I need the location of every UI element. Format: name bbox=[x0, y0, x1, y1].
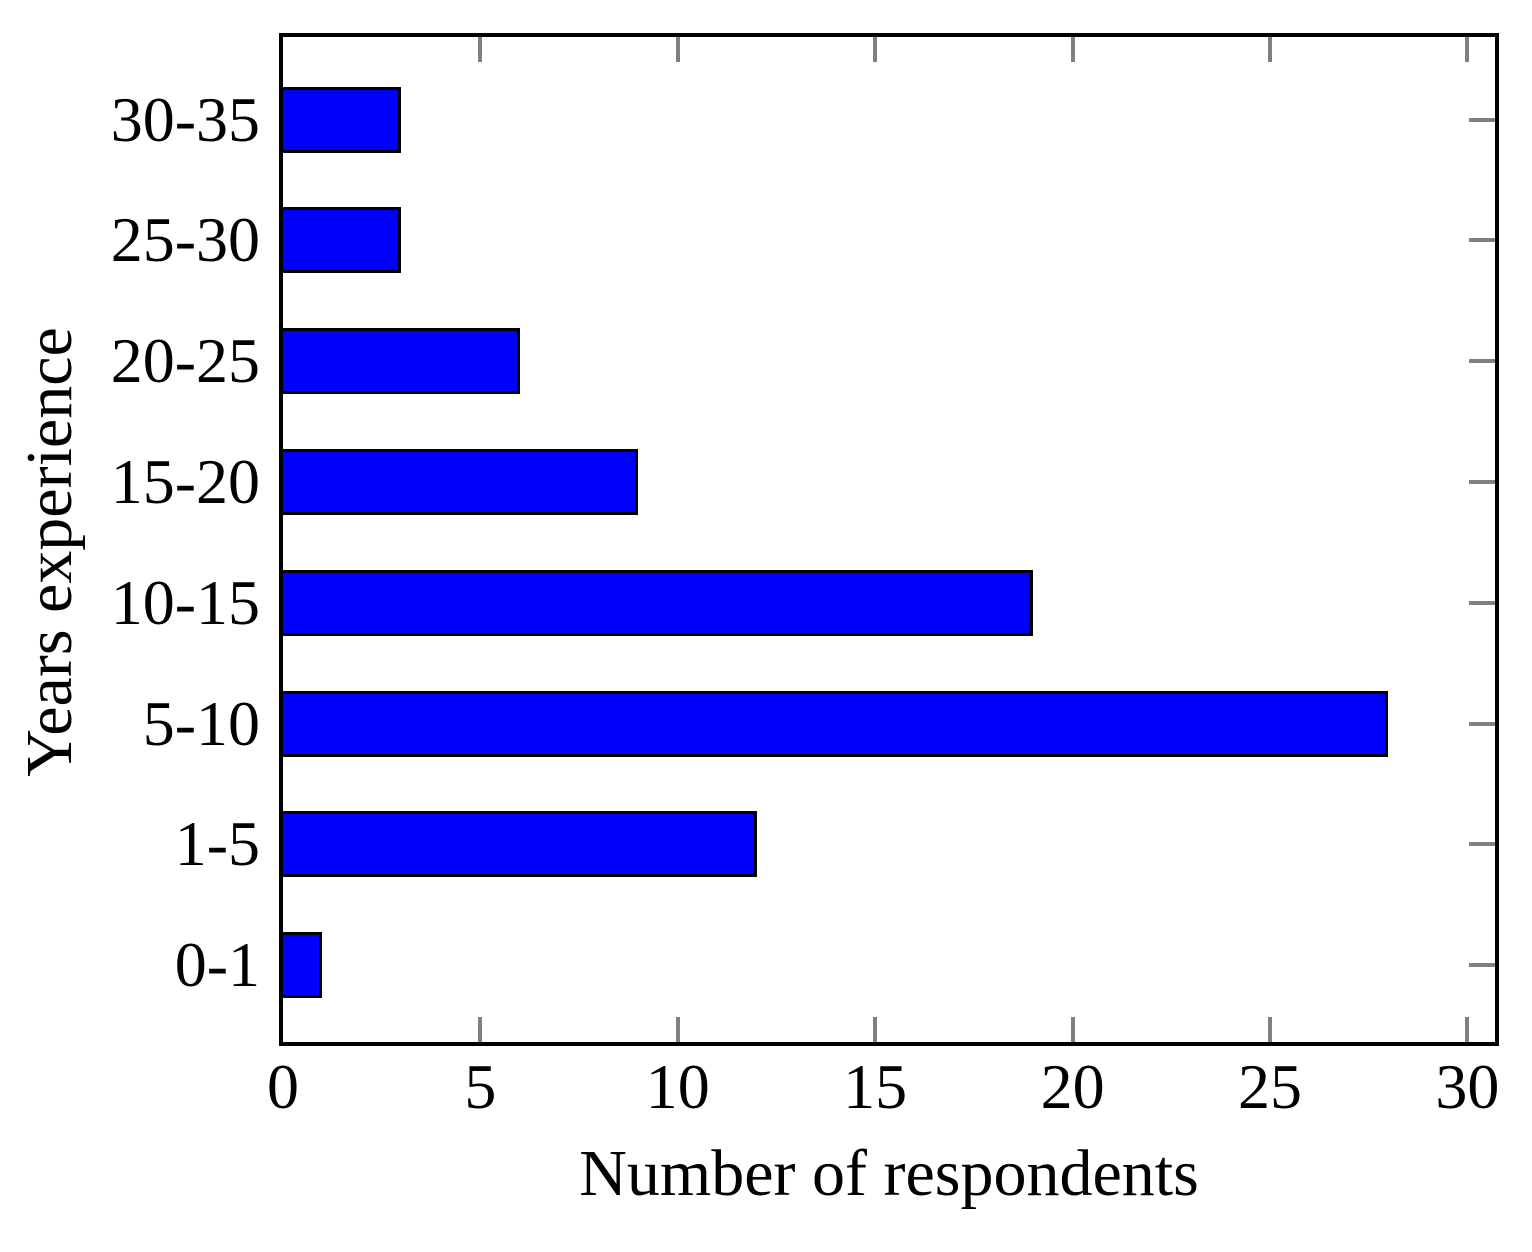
x-tick-label: 0 bbox=[267, 1051, 299, 1122]
y-axis-tick bbox=[1469, 117, 1495, 122]
x-axis-tick bbox=[675, 37, 680, 62]
y-axis-tick bbox=[1469, 600, 1495, 605]
x-tick-label: 25 bbox=[1237, 1051, 1302, 1122]
x-axis-tick bbox=[1070, 37, 1075, 62]
y-tick-label: 5-10 bbox=[142, 687, 260, 759]
bar-20-25 bbox=[283, 328, 520, 395]
y-axis-tick bbox=[1469, 963, 1495, 968]
y-axis-tick bbox=[1469, 238, 1495, 243]
y-axis-tick bbox=[1469, 479, 1495, 484]
x-axis-tick bbox=[675, 1017, 680, 1042]
y-tick-label: 25-30 bbox=[110, 204, 260, 276]
x-tick-label: 15 bbox=[843, 1051, 908, 1122]
x-axis-tick bbox=[1267, 37, 1272, 62]
y-axis-tick bbox=[1469, 721, 1495, 726]
y-tick-label: 15-20 bbox=[110, 445, 260, 517]
x-axis-tick bbox=[873, 1017, 878, 1042]
x-tick-label: 10 bbox=[645, 1051, 710, 1122]
y-axis-tick bbox=[1469, 842, 1495, 847]
bar-10-15 bbox=[283, 569, 1034, 636]
x-axis-tick bbox=[1465, 37, 1470, 62]
y-tick-label: 10-15 bbox=[110, 566, 260, 638]
bar-25-30 bbox=[283, 207, 402, 274]
x-tick-label: 30 bbox=[1435, 1051, 1500, 1122]
plot-area bbox=[279, 33, 1499, 1046]
y-tick-label: 30-35 bbox=[110, 83, 260, 155]
x-axis-tick bbox=[1267, 1017, 1272, 1042]
x-axis-title: Number of respondents bbox=[579, 1137, 1199, 1210]
x-tick-label: 5 bbox=[464, 1051, 497, 1122]
bar-0-1 bbox=[283, 932, 323, 999]
bar-5-10 bbox=[283, 690, 1389, 757]
y-tick-label: 1-5 bbox=[174, 808, 260, 880]
x-axis-tick bbox=[1070, 1017, 1075, 1042]
y-tick-label: 20-25 bbox=[110, 324, 260, 396]
x-axis-tick bbox=[478, 37, 483, 62]
x-axis-tick bbox=[478, 1017, 483, 1042]
bar-30-35 bbox=[283, 86, 402, 153]
x-axis-tick bbox=[1465, 1017, 1470, 1042]
x-tick-label: 20 bbox=[1040, 1051, 1105, 1122]
x-axis-tick bbox=[873, 37, 878, 62]
y-tick-label: 0-1 bbox=[174, 928, 260, 1000]
bar-15-20 bbox=[283, 448, 639, 515]
y-axis-tick bbox=[1469, 359, 1495, 364]
bar-1-5 bbox=[283, 811, 757, 878]
